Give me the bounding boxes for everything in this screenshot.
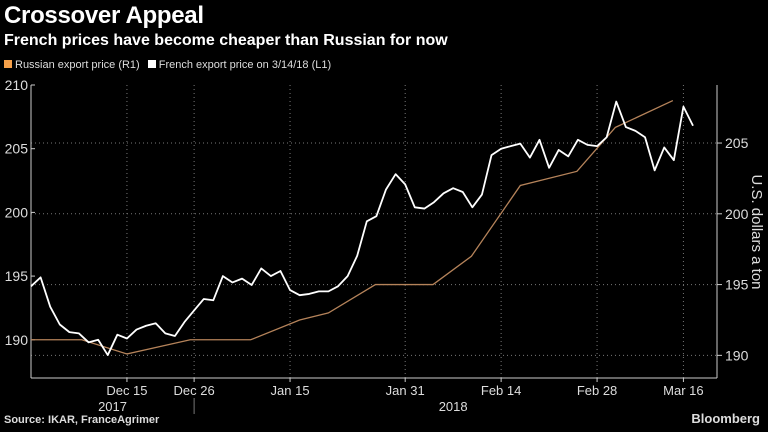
x-axis-tick-label: Jan 31 [386, 383, 425, 398]
left-axis-tick-label: 190 [5, 332, 29, 348]
x-axis-tick-label: Jan 15 [271, 383, 310, 398]
x-axis-tick-label: Mar 16 [663, 383, 703, 398]
x-axis-tick-label: Dec 26 [174, 383, 215, 398]
legend-label-french: French export price on 3/14/18 (L1) [158, 59, 332, 71]
series-line-french [30, 100, 694, 356]
left-axis-tick-label: 195 [5, 268, 29, 284]
left-axis-tick-label: 210 [5, 77, 29, 93]
legend-swatch-russian [4, 60, 12, 68]
bloomberg-logo: Bloomberg [691, 411, 760, 426]
chart-subtitle: French prices have become cheaper than R… [4, 32, 448, 49]
x-axis-year-label: 2018 [439, 399, 468, 414]
legend-label-russian: Russian export price (R1) [15, 59, 140, 71]
x-axis-year-label: 2017 [98, 399, 127, 414]
left-axis-tick-label: 205 [5, 141, 29, 157]
legend-item-french: French export price on 3/14/18 (L1) [147, 59, 332, 71]
legend: Russian export price (R1) French export … [4, 59, 331, 71]
series-line-russian [31, 99, 674, 355]
x-axis-tick-label: Feb 14 [481, 383, 521, 398]
right-axis-tick-label: 190 [725, 347, 749, 363]
x-axis-tick-label: Dec 15 [106, 383, 147, 398]
legend-item-russian: Russian export price (R1) [4, 59, 140, 71]
right-axis-tick-label: 205 [725, 135, 749, 151]
chart-title: Crossover Appeal [4, 2, 204, 29]
x-axis-tick-label: Feb 28 [577, 383, 617, 398]
left-axis-tick-label: 200 [5, 204, 29, 220]
source-note: Source: IKAR, FranceAgrimer [4, 414, 160, 426]
legend-swatch-french [147, 60, 156, 68]
right-axis-title: U.S. dollars a ton [748, 174, 765, 289]
right-axis-tick-label: 200 [725, 206, 749, 222]
right-axis-tick-label: 195 [725, 277, 749, 293]
